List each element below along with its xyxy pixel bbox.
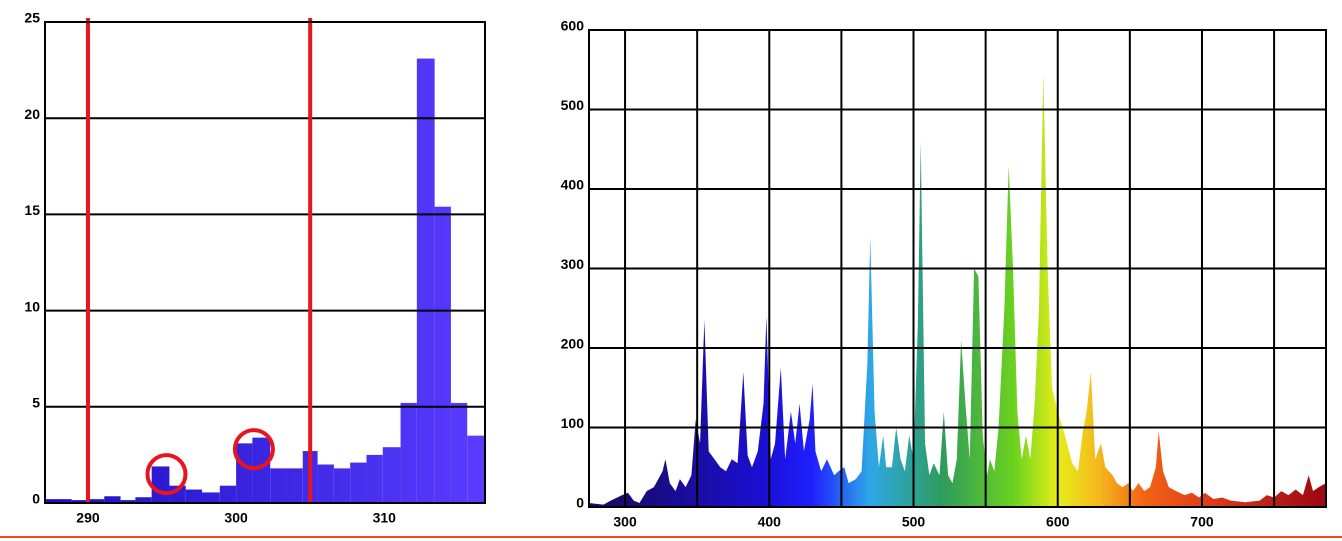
y-tick-label: 0 (576, 495, 584, 511)
x-tick-label: 290 (76, 510, 100, 526)
x-tick-label: 300 (613, 514, 637, 530)
y-tick-label: 10 (24, 298, 40, 314)
x-tick-label: 700 (1190, 514, 1214, 530)
bar (350, 462, 367, 503)
plot-frame (44, 21, 486, 504)
bar (416, 58, 435, 503)
y-tick-label: 20 (24, 106, 40, 122)
bar (120, 500, 136, 503)
bar (317, 464, 334, 503)
bar (366, 454, 383, 503)
bar (400, 402, 417, 503)
bar (135, 497, 152, 503)
bar (270, 468, 287, 503)
y-tick-label: 100 (561, 415, 585, 431)
bar (87, 499, 105, 503)
bar (434, 206, 451, 504)
bar (467, 435, 485, 503)
highlight-circle (145, 453, 188, 496)
y-tick-label: 0 (32, 491, 40, 507)
bar (450, 402, 468, 503)
highlight-circle (232, 428, 275, 471)
bar (104, 496, 121, 503)
y-tick-label: 25 (24, 10, 40, 26)
bar (45, 499, 72, 503)
bar (71, 500, 88, 503)
y-tick-label: 200 (561, 336, 585, 352)
bar (286, 468, 303, 503)
plot-frame (588, 29, 1327, 508)
bar (236, 443, 253, 503)
x-tick-label: 500 (902, 514, 926, 530)
bar (219, 485, 237, 503)
bar (185, 489, 203, 503)
x-tick-label: 400 (758, 514, 782, 530)
bar (252, 437, 271, 503)
y-tick-label: 400 (561, 177, 585, 193)
bar (151, 466, 170, 503)
y-tick-label: 600 (561, 18, 585, 34)
bar (382, 447, 401, 503)
y-tick-label: 5 (32, 395, 40, 411)
y-tick-label: 500 (561, 97, 585, 113)
spectrum-area (589, 73, 1326, 507)
bar (202, 492, 220, 503)
x-tick-label: 600 (1046, 514, 1070, 530)
x-tick-label: 300 (224, 510, 248, 526)
x-tick-label: 310 (373, 510, 397, 526)
y-tick-label: 300 (561, 256, 585, 272)
y-tick-label: 15 (24, 202, 40, 218)
bar (333, 468, 351, 503)
